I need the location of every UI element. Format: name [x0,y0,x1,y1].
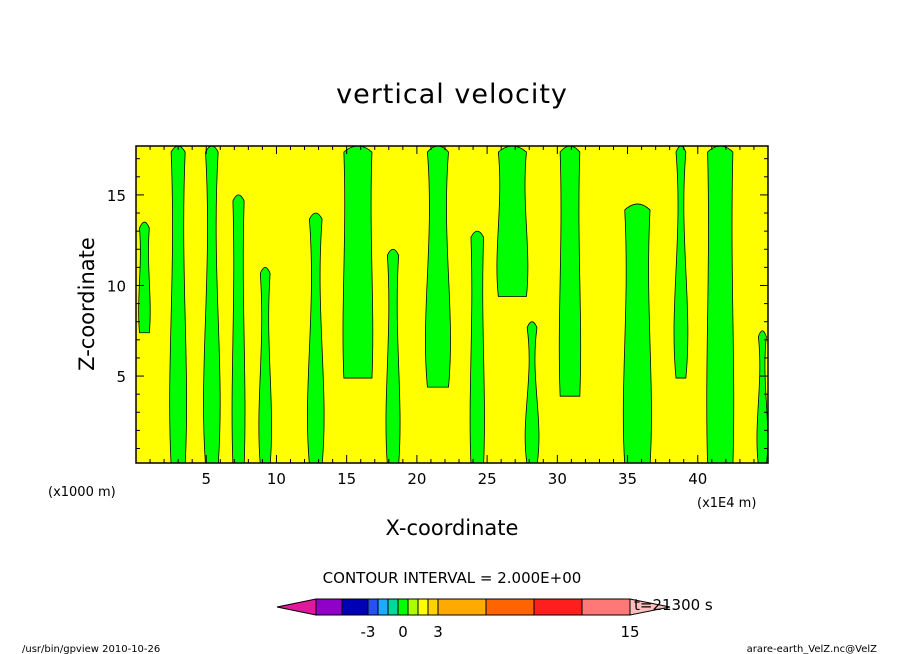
colorbar-swatch [427,598,439,616]
x-unit-label-2: (x1E4 m) [697,496,756,511]
y-tick-label: 10 [107,277,126,295]
x-tick-label: 5 [201,470,211,488]
downdraft-plume [524,321,540,463]
colorbar-under-triangle [276,598,317,616]
downdraft-plume [558,146,582,397]
colorbar-swatch [437,598,487,616]
chart-title: vertical velocity [336,79,568,110]
colorbar-swatch [533,598,583,616]
colorbar-over-triangle [629,598,671,616]
colorbar-swatch [417,598,429,616]
colorbar-swatch [387,598,399,616]
downdraft-plume [622,203,652,463]
colorbar-swatch [315,598,343,616]
y-tick-label: 15 [107,187,126,205]
colorbar-label: 15 [620,623,639,641]
colorbar-swatch [581,598,631,616]
x-tick-label: 20 [407,470,426,488]
x-ticks: 5 10 15 20 25 30 35 40 [149,146,755,488]
field-background [136,146,768,463]
x-tick-label: 25 [478,470,497,488]
x-tick-label: 15 [337,470,356,488]
footer-right: arare-earth_VelZ.nc@VelZ [747,644,878,654]
y-ticks: 5 10 15 [107,158,768,450]
colorbar-swatch [485,598,535,616]
contour-interval-label: CONTOUR INTERVAL = 2.000E+00 [323,569,582,587]
colorbar-swatch [397,598,409,616]
downdraft-plume [307,212,325,463]
downdraft-plume [342,146,374,379]
colorbar-swatch [367,598,379,616]
time-label: t=21300 s [634,596,713,614]
downdraft-plume [385,248,401,463]
x-tick-label: 10 [267,470,286,488]
downdraft-plumes [138,146,768,463]
colorbar: -3 0 3 15 [276,598,671,641]
plot-frame [135,145,769,464]
downdraft-plume [425,146,451,388]
colorbar-label: -3 [361,623,376,641]
colorbar-swatch [341,598,369,616]
plot-area: 5 10 15 20 25 30 35 40 5 10 15 [107,145,769,488]
downdraft-plume [496,146,529,297]
colorbar-swatch [377,598,389,616]
downdraft-plume [258,266,272,463]
colorbar-label: 3 [433,623,443,641]
y-tick-label: 5 [116,368,126,386]
downdraft-plume [706,146,735,463]
colorbar-label: 0 [398,623,408,641]
colorbar-swatch [407,598,419,616]
downdraft-plume [469,230,485,463]
x-tick-label: 30 [548,470,567,488]
x-tick-label: 40 [688,470,707,488]
x-unit-label: (x1000 m) [48,485,116,500]
downdraft-plume [138,221,151,334]
x-axis-label: X-coordinate [386,516,519,540]
downdraft-plume [169,146,187,463]
downdraft-plume [231,194,246,463]
x-tick-label: 35 [618,470,637,488]
footer-left: /usr/bin/gpview 2010-10-26 [22,644,160,654]
y-axis-label: Z-coordinate [75,237,99,371]
